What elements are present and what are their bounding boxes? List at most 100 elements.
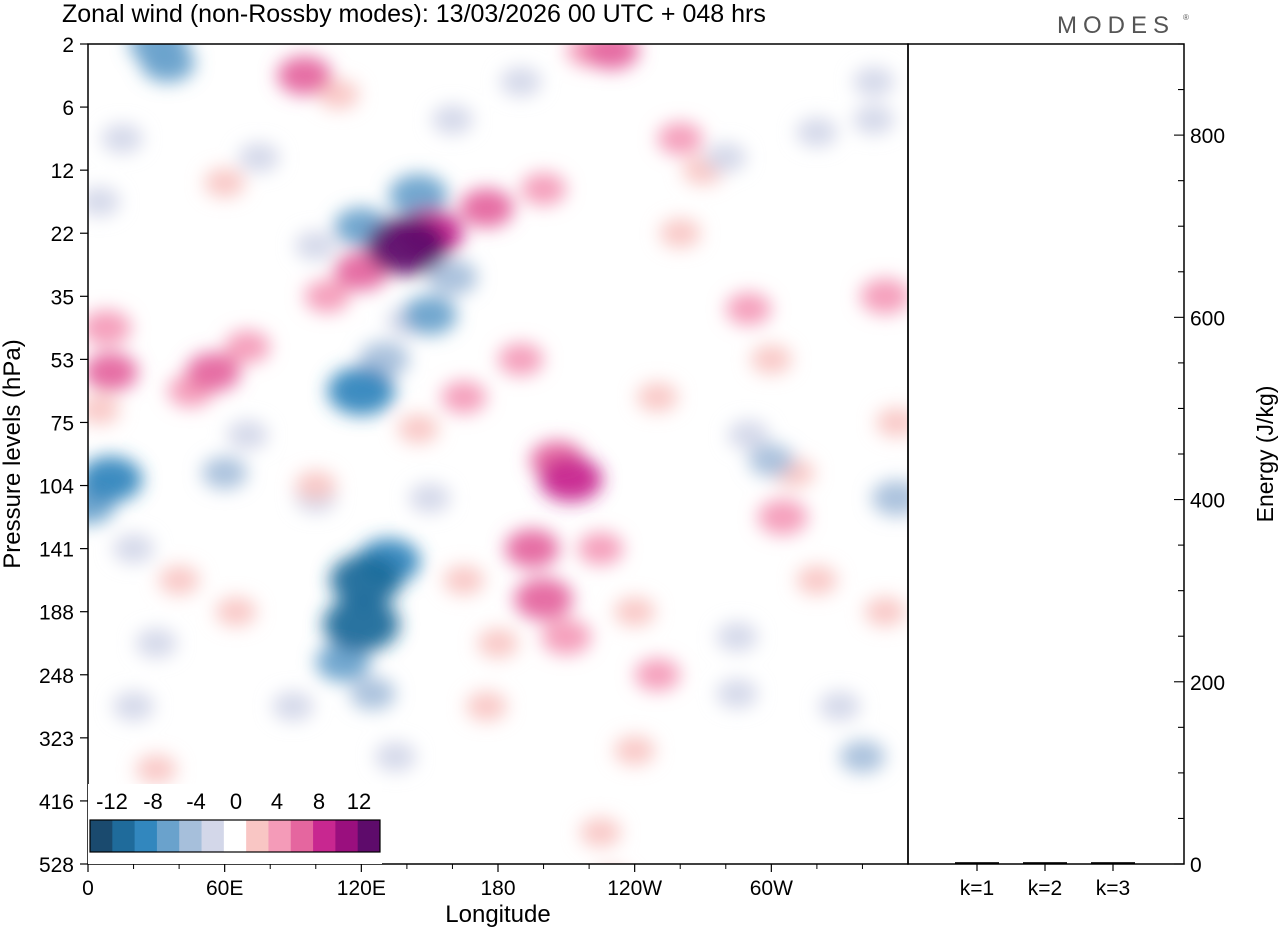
wind-blob-31	[819, 691, 861, 722]
energy-bar-k=2	[1023, 862, 1067, 864]
wind-blob-17	[614, 596, 656, 627]
wind-blob-43	[204, 167, 246, 198]
x-tick-label: 60W	[750, 877, 793, 900]
wind-blob-30	[716, 678, 758, 709]
colorbar-swatch-5	[201, 820, 225, 852]
colorbar-swatch-11	[335, 820, 359, 852]
y2-tick-label: 0	[1190, 854, 1202, 877]
wind-blob-91	[366, 216, 448, 276]
wind-blob-9	[226, 420, 269, 450]
y-tick-label: 141	[39, 539, 74, 562]
wind-blob-33	[796, 565, 838, 595]
wind-blob-52	[224, 330, 271, 364]
wind-blob-90	[323, 596, 400, 652]
wind-blob-26	[135, 754, 177, 785]
wind-blob-23	[466, 691, 508, 722]
y2-axis-label: Energy (J/kg)	[1252, 386, 1278, 523]
y-axis-label: Pressure levels (hPa)	[0, 339, 26, 568]
wind-blob-34	[864, 596, 906, 627]
wind-blob-60	[725, 292, 772, 326]
wind-blob-88	[327, 366, 396, 416]
logo-registered-mark: ®	[1183, 13, 1189, 22]
wind-blob-40	[705, 142, 747, 173]
wind-blob-0	[317, 79, 360, 110]
wind-blob-51	[441, 380, 487, 414]
wind-blob-61	[427, 259, 478, 296]
colorbar-frame	[89, 819, 381, 853]
wind-blob-24	[158, 565, 200, 595]
wind-blob-3	[853, 104, 895, 135]
wind-blob-16	[112, 533, 155, 564]
x-tick-label: 120W	[607, 877, 662, 900]
wind-blob-50	[497, 342, 544, 376]
wind-blob-83	[514, 577, 573, 621]
y-tick-label: 248	[39, 665, 74, 688]
wind-blob-55	[349, 677, 396, 711]
y-tick-label: 104	[39, 476, 74, 499]
energy-category-label: k=3	[1096, 877, 1130, 900]
wind-blob-64	[541, 618, 592, 655]
wind-blob-37	[659, 218, 701, 249]
y-tick-label: 188	[39, 602, 74, 625]
longitude-axis: 0 60E 120E 180 120W 60W	[82, 864, 863, 900]
wind-blob-69	[277, 55, 332, 96]
wind-blob-35	[750, 344, 792, 375]
colorbar-swatch-6	[223, 820, 247, 852]
wind-blob-28	[727, 420, 770, 450]
y2-tick-label: 600	[1190, 307, 1225, 330]
colorbar-swatch-3	[156, 820, 180, 852]
y-tick-label: 323	[39, 728, 74, 751]
y-tick-label: 528	[39, 854, 74, 877]
wind-blob-1	[431, 104, 474, 135]
wind-blob-71	[459, 188, 514, 228]
wind-blob-84	[88, 456, 143, 503]
wind-blob-21	[477, 628, 519, 659]
colorbar-label: 4	[271, 789, 283, 814]
colorbar-swatch-10	[313, 820, 336, 852]
modes-logo: MODES	[1057, 12, 1175, 39]
wind-blob-2	[500, 67, 542, 97]
wind-blob-47	[657, 122, 704, 156]
wind-blob-14	[135, 628, 177, 659]
colorbar-label: 0	[230, 789, 242, 814]
wind-blob-45	[88, 186, 120, 217]
wind-blob-75	[186, 352, 241, 392]
wind-blob-44	[101, 123, 143, 154]
energy-bar-k=3	[1091, 862, 1135, 864]
wind-blob-42	[238, 142, 280, 173]
x-tick-label: 0	[82, 877, 94, 900]
colorbar-swatch-9	[290, 820, 314, 852]
wind-blob-11	[409, 483, 451, 513]
energy-bar-k=1	[955, 862, 999, 864]
y-tick-label: 2	[62, 34, 74, 57]
wind-blob-56	[577, 532, 624, 566]
heatmap-field	[88, 44, 908, 864]
colorbar-swatch-12	[357, 820, 381, 852]
wind-blob-48	[520, 172, 567, 206]
wind-blob-76	[88, 352, 138, 392]
y-tick-label: 12	[51, 160, 74, 183]
y-tick-label: 6	[62, 97, 74, 120]
x-tick-label: 180	[480, 877, 515, 900]
wind-blob-15	[112, 691, 155, 722]
wind-blob-57	[634, 658, 681, 692]
wind-blob-81	[129, 44, 189, 66]
wind-blob-86	[539, 456, 603, 503]
energy-category-label: k=1	[960, 877, 994, 900]
wind-blob-18	[614, 735, 656, 766]
colorbar-label: -12	[96, 789, 128, 814]
colorbar-swatch-1	[112, 820, 136, 852]
wind-blob-39	[853, 67, 895, 97]
y-tick-label: 416	[39, 791, 74, 814]
wind-blob-22	[443, 565, 485, 595]
x-tick-label: 120E	[337, 877, 386, 900]
wind-blob-89	[329, 554, 402, 607]
wind-blob-74	[402, 295, 457, 335]
wind-blob-70	[584, 44, 640, 70]
wind-blob-59	[839, 740, 886, 774]
wind-blob-41	[796, 117, 838, 148]
y-tick-label: 75	[51, 412, 74, 435]
energy-bars: k=1 k=2 k=3	[955, 862, 1135, 900]
colorbar-label: 12	[347, 789, 371, 814]
